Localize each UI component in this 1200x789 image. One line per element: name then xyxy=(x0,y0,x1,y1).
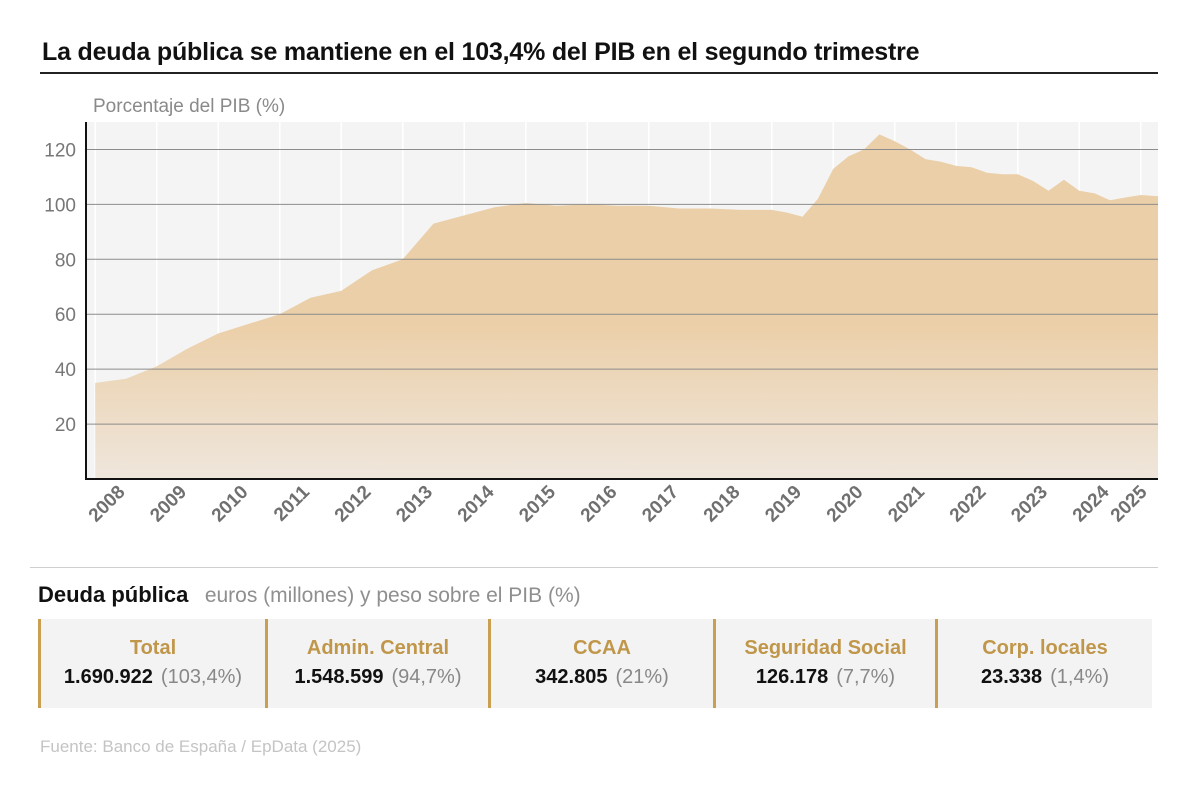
y-tick-label: 20 xyxy=(55,415,76,436)
card-ccaa: CCAA 342.805 (21%) xyxy=(488,619,713,708)
card-percent: (7,7%) xyxy=(836,666,896,688)
x-tick-label: 2013 xyxy=(392,482,437,527)
y-axis-label: Porcentaje del PIB (%) xyxy=(93,96,285,117)
card-value: 126.178 xyxy=(755,666,829,688)
title-underline xyxy=(40,72,1158,74)
x-tick-label: 2016 xyxy=(577,482,622,527)
source-note: Fuente: Banco de España / EpData (2025) xyxy=(40,737,362,756)
x-tick-label: 2017 xyxy=(638,482,683,527)
card-percent: (94,7%) xyxy=(391,666,462,688)
x-tick-label: 2019 xyxy=(761,482,806,527)
x-tick-label: 2009 xyxy=(146,482,191,527)
y-tick-label: 100 xyxy=(44,195,76,216)
card-seguridad-social: Seguridad Social 126.178 (7,7%) xyxy=(713,619,935,708)
card-label: Total xyxy=(129,637,177,659)
x-tick-label: 2011 xyxy=(270,481,314,525)
card-percent: (103,4%) xyxy=(160,666,243,688)
card-label: CCAA xyxy=(573,637,631,659)
debt-area xyxy=(95,134,1159,479)
x-tick-label: 2025 xyxy=(1107,481,1152,526)
card-label: Seguridad Social xyxy=(744,637,907,659)
card-value: 342.805 xyxy=(535,666,608,688)
summary-heading: Deuda pública euros (millones) y peso so… xyxy=(38,582,581,608)
x-tick-label: 2010 xyxy=(208,482,253,527)
x-tick-label: 2014 xyxy=(454,481,499,526)
card-value: 1.548.599 xyxy=(294,666,384,688)
card-value: 1.690.922 xyxy=(63,666,153,688)
debt-area-chart: 20 40 60 80 100 120 2008 2009 2010 2011 2012 2013 2… xyxy=(44,96,1159,527)
card-percent: (21%) xyxy=(615,666,669,688)
card-admin-central: Admin. Central 1.548.599 (94,7%) xyxy=(265,619,488,708)
section-divider xyxy=(30,567,1158,568)
x-tick-label: 2022 xyxy=(946,482,991,527)
x-tick-label: 2018 xyxy=(700,482,745,527)
y-tick-label: 80 xyxy=(55,250,76,271)
y-tick-label: 60 xyxy=(55,305,76,326)
x-tick-label: 2008 xyxy=(85,482,130,527)
y-tick-label: 40 xyxy=(55,360,76,381)
x-tick-label: 2015 xyxy=(515,481,560,526)
summary-title: Deuda pública xyxy=(38,582,189,607)
card-total: Total 1.690.922 (103,4%) xyxy=(38,619,265,708)
x-tick-label: 2024 xyxy=(1069,481,1114,526)
x-tick-label: 2012 xyxy=(331,482,376,527)
card-value: 23.338 xyxy=(980,666,1043,688)
card-label: Corp. locales xyxy=(982,637,1108,659)
summary-subtitle: euros (millones) y peso sobre el PIB (%) xyxy=(204,584,581,607)
card-percent: (1,4%) xyxy=(1050,666,1110,688)
y-tick-label: 120 xyxy=(44,140,76,161)
card-corp-locales: Corp. locales 23.338 (1,4%) xyxy=(935,619,1152,708)
x-tick-label: 2023 xyxy=(1007,482,1052,527)
chart-title: La deuda pública se mantiene en el 103,4… xyxy=(42,38,920,66)
x-tick-label: 2020 xyxy=(823,482,868,527)
card-label: Admin. Central xyxy=(306,637,450,659)
x-tick-label: 2021 xyxy=(884,481,929,526)
summary-cards: Total 1.690.922 (103,4%) Admin. Central 1… xyxy=(38,619,1152,708)
